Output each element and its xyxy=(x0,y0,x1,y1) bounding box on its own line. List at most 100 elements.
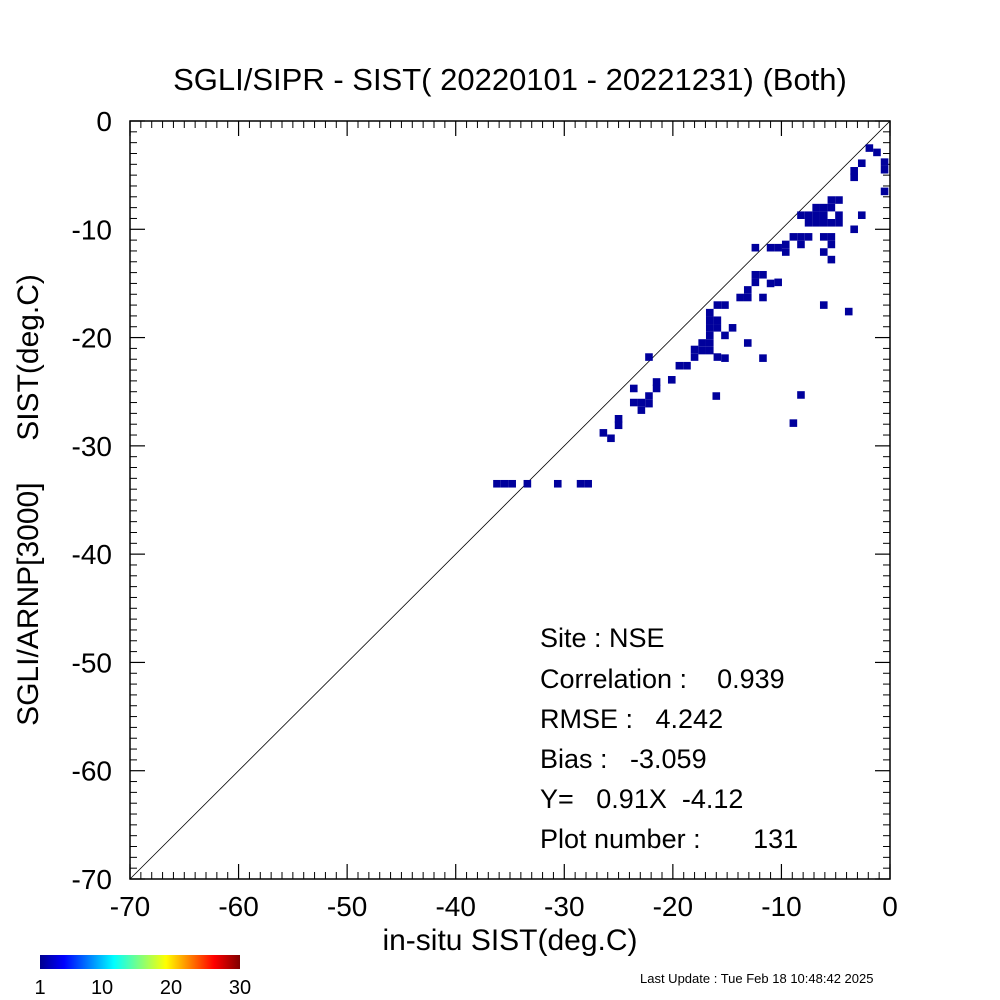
data-point xyxy=(713,301,722,309)
data-point xyxy=(713,324,722,332)
data-point xyxy=(721,301,729,309)
colorbar-tick-label: 1 xyxy=(34,977,45,999)
data-point xyxy=(850,173,858,182)
data-point xyxy=(728,324,737,332)
x-tick-label: -30 xyxy=(544,891,584,922)
data-point xyxy=(819,301,828,309)
data-point xyxy=(743,286,752,294)
data-point xyxy=(819,248,828,256)
data-point xyxy=(675,361,684,370)
x-tick-label: -10 xyxy=(761,891,801,922)
data-point xyxy=(508,479,516,488)
data-point xyxy=(712,392,721,400)
data-point xyxy=(797,391,805,399)
data-point xyxy=(690,353,699,361)
stat-regression: Y= 0.91X -4.12 xyxy=(540,784,743,814)
minor-ticks xyxy=(130,121,890,879)
data-point xyxy=(759,354,767,362)
data-point xyxy=(774,278,782,287)
data-point xyxy=(819,233,828,241)
data-point xyxy=(797,233,805,241)
data-point xyxy=(819,218,828,227)
data-point xyxy=(865,144,874,152)
x-axis-label: in-situ SIST(deg.C) xyxy=(382,924,637,957)
y-tick-label: 0 xyxy=(96,106,112,137)
data-point xyxy=(781,240,790,249)
stat-plot-number: Plot number : 131 xyxy=(540,824,798,854)
x-tick-label: -60 xyxy=(218,891,258,922)
last-update-text: Last Update : Tue Feb 18 10:48:42 2025 xyxy=(640,971,873,986)
data-point xyxy=(721,354,729,362)
data-point xyxy=(743,339,752,347)
major-ticks xyxy=(129,120,891,880)
data-point xyxy=(705,346,714,355)
data-point xyxy=(766,243,775,252)
data-point xyxy=(827,218,836,227)
data-point xyxy=(804,218,813,227)
data-point xyxy=(683,361,691,370)
data-point xyxy=(698,346,706,355)
data-point xyxy=(713,316,722,325)
data-point xyxy=(500,479,509,488)
data-point xyxy=(751,270,760,279)
data-point xyxy=(880,165,889,174)
one-to-one-line xyxy=(129,120,891,880)
data-point xyxy=(827,203,836,212)
data-point xyxy=(629,398,638,407)
data-point xyxy=(743,293,752,302)
data-point xyxy=(850,167,858,175)
colorbar-tick-label: 30 xyxy=(229,977,251,999)
plot-area xyxy=(129,120,891,880)
data-point xyxy=(766,279,775,288)
x-tick-label: -40 xyxy=(435,891,475,922)
y-tick-label: -50 xyxy=(72,647,112,678)
x-tick-label: -20 xyxy=(653,891,693,922)
data-point xyxy=(850,225,858,234)
data-point xyxy=(705,308,714,317)
data-point xyxy=(713,353,722,361)
data-point xyxy=(645,392,653,400)
data-point xyxy=(774,243,782,252)
data-point xyxy=(652,378,661,386)
data-point xyxy=(797,240,805,249)
stat-rmse: RMSE : 4.242 xyxy=(540,704,723,734)
data-point xyxy=(751,243,760,252)
data-point xyxy=(812,203,820,212)
data-points xyxy=(493,144,889,488)
y-tick-label: -10 xyxy=(72,214,112,245)
colorbar-tick-label: 20 xyxy=(160,977,182,999)
chart-title: SGLI/SIPR - SIST( 20220101 - 20221231) (… xyxy=(173,62,847,97)
data-point xyxy=(614,414,623,423)
colorbar: 1 10 20 30 xyxy=(34,955,251,999)
data-point xyxy=(789,233,798,241)
data-point xyxy=(797,211,805,219)
data-point xyxy=(705,324,714,332)
data-point xyxy=(819,211,828,219)
data-point xyxy=(607,434,615,443)
data-point xyxy=(584,479,592,488)
y-tick-label: -40 xyxy=(72,539,112,570)
data-point xyxy=(835,211,843,219)
stat-bias: Bias : -3.059 xyxy=(540,744,707,774)
x-tick-labels: -70 -60 -50 -40 -30 -20 -10 0 xyxy=(110,891,898,922)
data-point xyxy=(637,398,646,407)
data-point xyxy=(698,339,706,347)
data-point xyxy=(705,331,714,340)
data-point xyxy=(667,376,676,384)
data-point xyxy=(827,233,836,241)
x-tick-label: -50 xyxy=(327,891,367,922)
data-point xyxy=(835,196,843,204)
stat-correlation: Correlation : 0.939 xyxy=(540,664,785,694)
data-point xyxy=(751,278,760,287)
data-point xyxy=(645,399,653,408)
colorbar-labels: 1 10 20 30 xyxy=(34,977,251,999)
data-point xyxy=(576,479,585,488)
data-point xyxy=(781,248,790,256)
data-point xyxy=(629,384,638,393)
y-tick-label: -60 xyxy=(72,756,112,787)
y-axis-label: SGLI/ARNP[3000] SIST(deg.C) xyxy=(12,274,45,726)
data-point xyxy=(827,196,836,204)
data-point xyxy=(759,293,767,302)
data-point xyxy=(827,255,836,264)
